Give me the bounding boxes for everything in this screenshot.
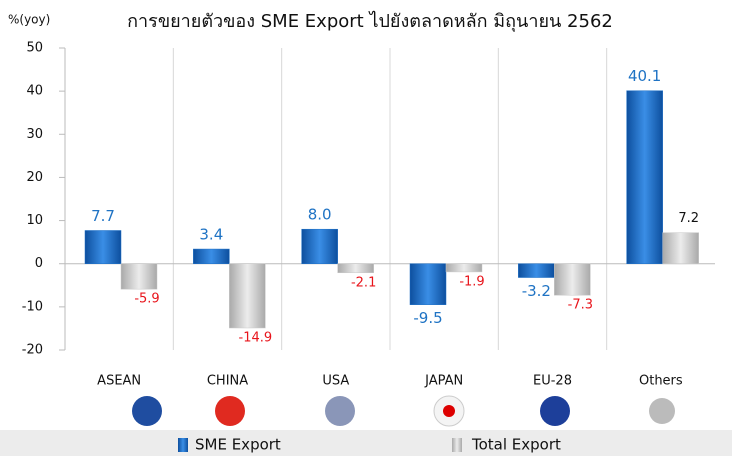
value-label: 40.1 — [628, 67, 661, 85]
bar — [518, 263, 555, 278]
x-tick-label: CHINA — [207, 374, 248, 389]
y-tick-label: 50 — [26, 41, 43, 56]
x-tick-label: EU-28 — [533, 374, 572, 389]
bar — [554, 263, 591, 296]
value-label: 8.0 — [308, 206, 332, 224]
value-label: -2.1 — [351, 275, 376, 290]
y-tick-label: 0 — [35, 256, 43, 271]
value-label: -5.9 — [134, 292, 159, 307]
bar — [301, 228, 338, 264]
y-tick-label: 30 — [26, 127, 43, 142]
chart-title: การขยายตัวของ SME Export ไปยังตลาดหลัก ม… — [127, 10, 613, 32]
legend-band — [0, 430, 732, 456]
bar — [84, 230, 122, 264]
legend-label: SME Export — [195, 436, 281, 454]
legend-swatch — [452, 438, 462, 452]
value-label: -1.9 — [459, 274, 484, 289]
bar — [337, 263, 374, 274]
y-tick-label: -20 — [22, 343, 43, 358]
y-tick-label: -10 — [22, 299, 43, 314]
value-label: -14.9 — [239, 330, 273, 345]
legend-swatch — [178, 438, 188, 452]
bar — [120, 263, 158, 290]
bar — [445, 263, 483, 273]
x-tick-label: Others — [639, 374, 683, 389]
bar — [229, 263, 266, 329]
y-axis-label: %(yoy) — [8, 13, 50, 27]
x-tick-label: ASEAN — [97, 374, 141, 389]
x-tick-label: JAPAN — [424, 374, 463, 389]
x-tick-label: USA — [322, 374, 349, 389]
y-tick-label: 20 — [26, 170, 43, 185]
value-label: -7.3 — [568, 298, 593, 313]
bar — [626, 90, 663, 264]
value-label: 7.2 — [678, 211, 699, 226]
value-label: 7.7 — [91, 207, 115, 225]
y-tick-label: 10 — [26, 213, 43, 228]
value-label: -3.2 — [522, 282, 551, 300]
legend-label: Total Export — [471, 436, 561, 454]
value-label: -9.5 — [413, 309, 442, 327]
icons — [132, 395, 675, 427]
value-label: 3.4 — [199, 226, 223, 244]
bar — [662, 232, 699, 264]
y-tick-label: 40 — [26, 84, 43, 99]
bar — [193, 248, 230, 264]
bar — [409, 263, 447, 305]
